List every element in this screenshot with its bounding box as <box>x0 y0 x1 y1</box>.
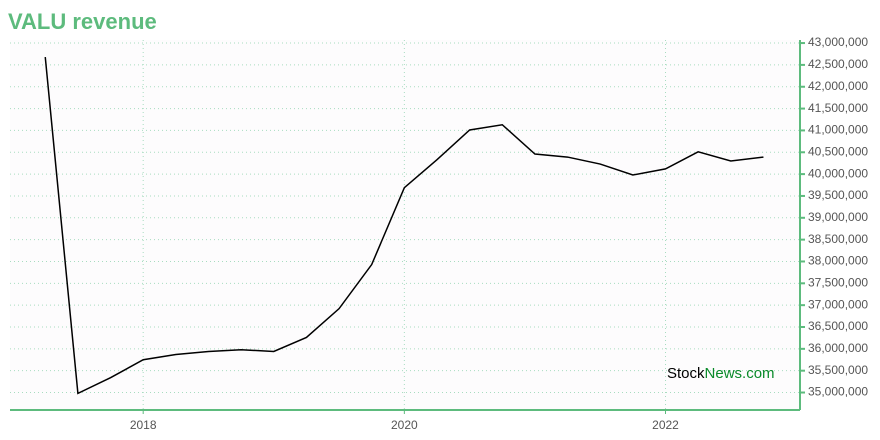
line-series <box>44 56 764 395</box>
y-tick-label: 39,500,000 <box>808 188 868 202</box>
y-tick-label: 37,000,000 <box>808 297 868 311</box>
y-tick-label: 37,500,000 <box>808 275 868 289</box>
y-tick-label: 36,000,000 <box>808 341 868 355</box>
y-tick-label: 35,500,000 <box>808 363 868 377</box>
watermark-part: Stock <box>667 365 705 382</box>
y-tick-label: 43,000,000 <box>808 35 868 49</box>
watermark: StockNews.com <box>667 365 775 382</box>
y-tick-label: 38,000,000 <box>808 254 868 268</box>
y-tick-label: 42,000,000 <box>808 79 868 93</box>
y-tick-label: 40,500,000 <box>808 144 868 158</box>
watermark-part: News.com <box>705 365 775 382</box>
y-tick-label: 41,000,000 <box>808 123 868 137</box>
y-tick-label: 42,500,000 <box>808 57 868 71</box>
x-tick-label: 2020 <box>391 418 418 432</box>
plot-area <box>10 40 800 410</box>
y-tick-label: 39,000,000 <box>808 210 868 224</box>
y-tick-label: 41,500,000 <box>808 101 868 115</box>
y-tick-label: 40,000,000 <box>808 166 868 180</box>
y-tick-label: 35,000,000 <box>808 385 868 399</box>
y-tick-label: 36,500,000 <box>808 319 868 333</box>
x-tick-label: 2022 <box>652 418 679 432</box>
y-tick-label: 38,500,000 <box>808 232 868 246</box>
chart-title: VALU revenue <box>8 9 157 34</box>
x-tick-label: 2018 <box>130 418 157 432</box>
